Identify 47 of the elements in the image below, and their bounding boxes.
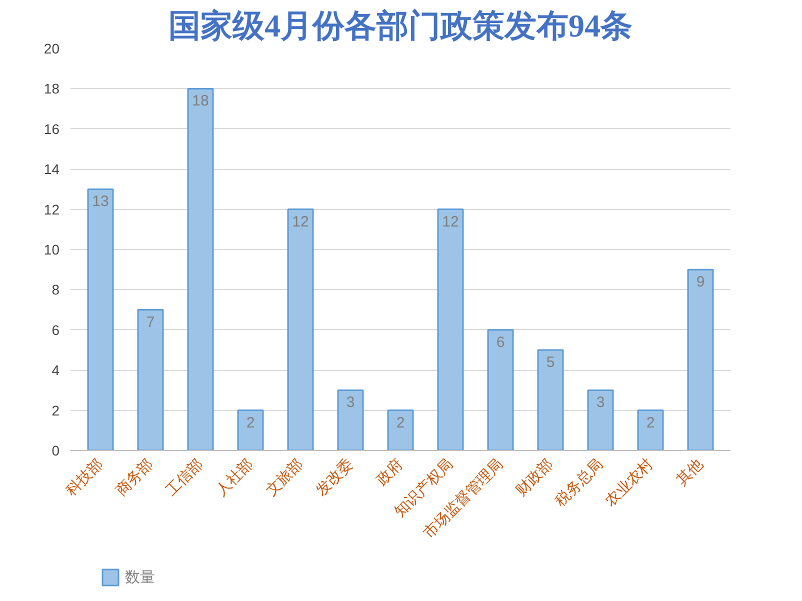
data-label: 13 (92, 193, 109, 210)
x-tick-label: 发改委 (312, 455, 357, 500)
y-tick-label: 16 (44, 120, 60, 137)
y-tick-label: 6 (52, 322, 60, 338)
data-label: 6 (496, 334, 505, 351)
data-label: 12 (292, 213, 309, 230)
data-label: 18 (192, 92, 209, 110)
bar (637, 410, 664, 450)
bar (487, 329, 514, 450)
chart-title: 国家级4月份各部门政策发布94条 (168, 8, 632, 44)
bar (537, 349, 564, 450)
data-label: 3 (596, 394, 605, 412)
bar (687, 268, 714, 450)
y-tick-label: 18 (44, 80, 60, 97)
data-label: 7 (146, 314, 155, 331)
y-tick-label: 20 (44, 40, 60, 56)
x-tick-label: 人社部 (212, 455, 257, 500)
bar (437, 208, 464, 450)
bar (387, 410, 414, 450)
x-tick-label: 科技部 (62, 455, 107, 500)
legend-label: 数量 (125, 568, 155, 586)
x-tick-label: 文旅部 (262, 455, 307, 500)
x-tick-label: 工信部 (162, 455, 207, 500)
data-label: 2 (646, 414, 655, 432)
x-tick-label: 政府 (373, 455, 407, 489)
y-tick-label: 10 (44, 242, 60, 258)
data-label: 12 (442, 213, 459, 230)
x-tick-label: 其他 (673, 455, 707, 489)
y-tick-label: 8 (52, 282, 60, 298)
bar (237, 410, 264, 450)
bar (287, 208, 314, 450)
bar (87, 188, 114, 450)
data-label: 5 (546, 354, 555, 371)
y-tick-label: 0 (52, 442, 60, 458)
y-tick-label: 4 (52, 362, 60, 378)
bar (137, 309, 164, 450)
y-tick-label: 12 (44, 201, 60, 218)
bar (587, 389, 614, 450)
data-label: 3 (346, 394, 355, 412)
bar (187, 88, 214, 450)
data-label: 2 (396, 414, 405, 432)
data-label: 9 (696, 274, 705, 291)
bar (337, 389, 364, 450)
y-tick-label: 2 (52, 402, 60, 418)
data-label: 2 (246, 414, 255, 432)
x-tick-label: 商务部 (112, 455, 157, 500)
y-tick-label: 14 (44, 161, 60, 178)
